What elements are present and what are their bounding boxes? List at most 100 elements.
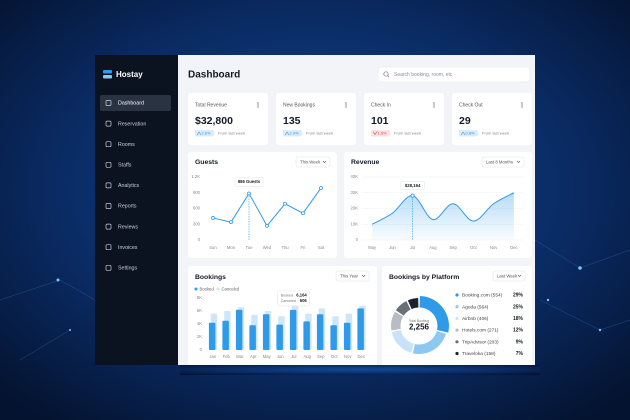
search-placeholder: Search booking, room, etc	[394, 72, 453, 78]
x-tick-label: Sat	[318, 245, 325, 250]
change-badge	[459, 130, 478, 137]
nav-label: Reservation	[118, 121, 146, 127]
x-tick-label: Dec	[358, 354, 365, 359]
menu-dot[interactable]	[257, 102, 259, 104]
x-tick-label: Aug	[429, 245, 437, 250]
panel-title: Guests	[195, 159, 218, 166]
nav-icon	[105, 203, 112, 209]
booking-bar	[222, 320, 229, 350]
platform-percent: 29%	[513, 293, 524, 299]
x-tick-label: Thu	[281, 245, 289, 250]
booking-bar	[289, 309, 297, 350]
nav-item[interactable]: Reviews	[105, 223, 138, 230]
panel-title: Revenue	[351, 159, 380, 166]
booking-bar	[316, 314, 324, 350]
guests-point	[247, 191, 251, 196]
booking-bar	[276, 324, 283, 350]
filter-dropdown[interactable]: This Week	[295, 156, 331, 168]
dropdown-chevron	[517, 274, 522, 278]
menu-dot[interactable]	[257, 104, 259, 106]
nav-item[interactable]: Settings	[105, 264, 137, 272]
x-tick-label: Fri	[301, 245, 306, 250]
y-tick-label: 4K	[197, 321, 202, 326]
content: Dashboard Reservation Rooms Staffs Analytics…	[100, 93, 540, 375]
stat-change: 1.5%	[378, 131, 388, 136]
nav-label: Settings	[118, 266, 137, 272]
menu-dot[interactable]	[521, 104, 523, 106]
guests-point	[265, 223, 269, 228]
donut-slice	[391, 311, 404, 331]
tooltip: 886 Guests	[234, 177, 264, 187]
stat-note: From last week	[306, 131, 333, 136]
nav-label: Staffs	[118, 163, 132, 169]
y-tick-label: 20K	[351, 206, 359, 211]
search-box[interactable]: Search booking, room, etc	[377, 66, 531, 83]
legend-swatch	[216, 287, 220, 291]
nav-label: Analytics	[118, 183, 140, 189]
platform-percent: 7%	[516, 351, 524, 357]
nav-item[interactable]: Invoices	[105, 244, 138, 251]
stat-value: $32,800	[195, 115, 233, 127]
platform-label: Agoda (564)	[462, 304, 489, 310]
booking-bar	[235, 309, 243, 350]
stat-note: From last week	[482, 131, 509, 136]
platform-label: Airbnb (406)	[462, 316, 489, 322]
dropdown-box	[335, 270, 370, 282]
platform-label: Traveloka (158)	[462, 351, 496, 357]
change-badge	[283, 130, 302, 137]
trend-arrow	[460, 131, 466, 136]
menu-dot[interactable]	[433, 106, 435, 108]
stat-label: Check Out	[459, 102, 483, 108]
stat-label: New Bookings	[283, 102, 315, 108]
menu-dot[interactable]	[345, 104, 347, 106]
nav-item[interactable]: Staffs	[105, 161, 132, 169]
donut-slice	[419, 296, 450, 333]
y-tick-label: 0	[356, 237, 359, 242]
nav-item[interactable]: Dashboard	[100, 95, 171, 111]
x-tick-label: Dec	[510, 245, 517, 250]
nav-item[interactable]: Reports	[105, 203, 137, 210]
nav-item[interactable]: Rooms	[105, 141, 135, 148]
legend-swatch	[455, 340, 459, 344]
nav-item[interactable]: Analytics	[105, 182, 140, 189]
donut-slice	[395, 301, 411, 316]
y-tick-label: 0	[200, 347, 203, 352]
menu-dot[interactable]	[433, 102, 435, 104]
filter-dropdown[interactable]: Last 8 Months	[481, 156, 525, 168]
dropdown-label: Last Week	[497, 273, 518, 278]
x-tick-label: Oct	[331, 354, 338, 359]
stat-change: 2.6%	[202, 131, 212, 136]
dropdown-chevron	[516, 160, 521, 164]
stat-label: Total Revenue	[195, 102, 227, 108]
x-tick-label: Sep	[449, 245, 457, 250]
menu-dot[interactable]	[345, 102, 347, 104]
nav-item[interactable]: Reservation	[105, 120, 146, 127]
platform-label: TripAdvisor (203)	[462, 339, 499, 345]
dropdown-chevron	[361, 274, 366, 278]
platform-label: Booking.com (554)	[462, 293, 503, 299]
booking-bar	[343, 322, 351, 350]
filter-dropdown[interactable]: This Year	[335, 270, 370, 282]
donut-slice	[407, 298, 419, 310]
booking-bar	[330, 325, 337, 350]
change-badge	[195, 130, 214, 137]
x-tick-label: Jan	[209, 354, 216, 359]
filter-dropdown[interactable]: Last Week	[492, 270, 526, 282]
guests-point	[229, 220, 233, 225]
menu-dot[interactable]	[521, 102, 523, 104]
x-tick-label: Nov	[490, 245, 498, 250]
nav-active-bg	[100, 95, 171, 111]
y-tick-label: 1.2K	[191, 174, 200, 179]
menu-dot[interactable]	[521, 106, 523, 108]
y-tick-label: 0	[198, 237, 201, 242]
platform-label: Hotels.com (271)	[462, 328, 499, 334]
y-tick-label: 40K	[351, 174, 359, 179]
y-tick-label: 300	[193, 221, 201, 226]
menu-dot[interactable]	[257, 106, 259, 108]
legend-swatch	[455, 305, 459, 309]
menu-dot[interactable]	[433, 104, 435, 106]
menu-dot[interactable]	[345, 106, 347, 108]
donut-slice	[391, 330, 414, 353]
